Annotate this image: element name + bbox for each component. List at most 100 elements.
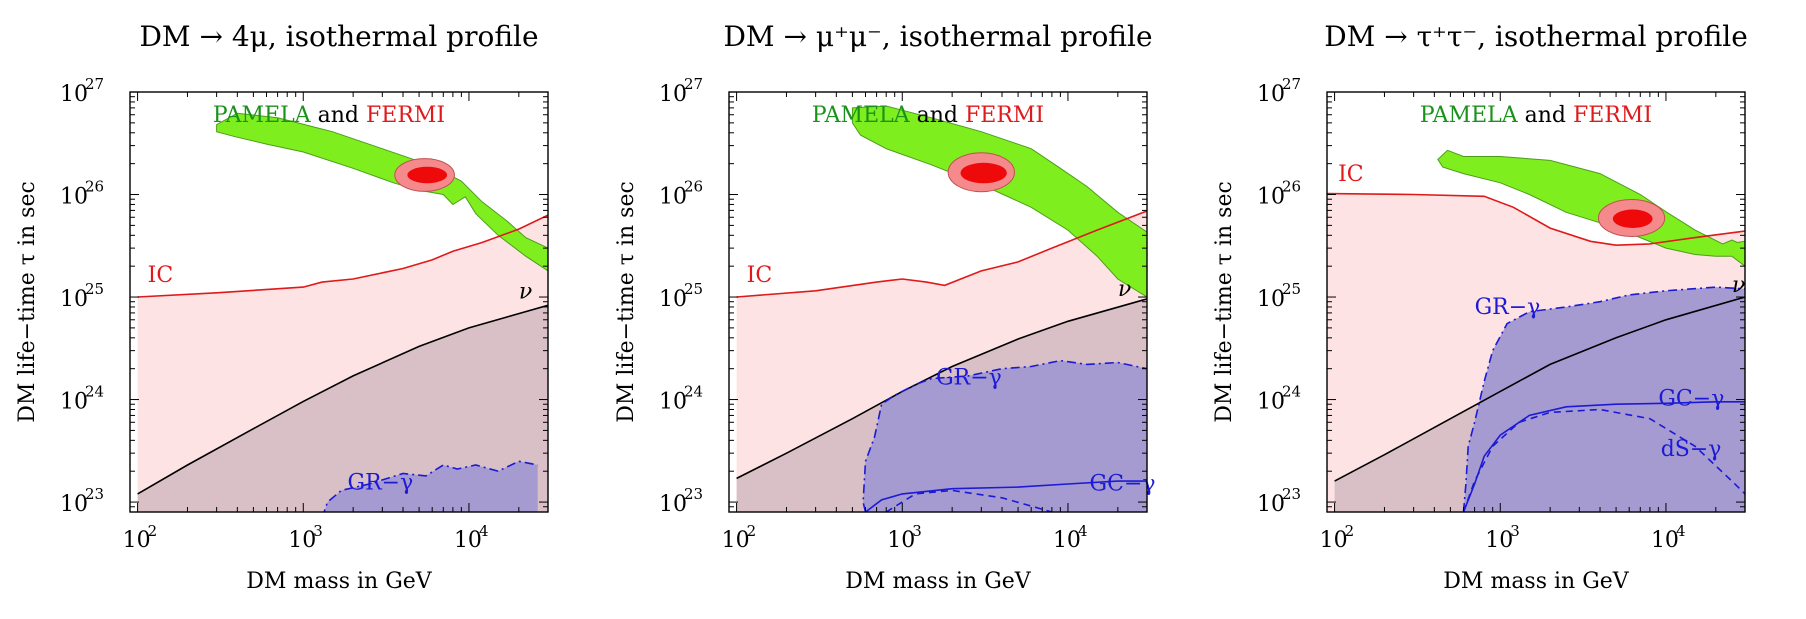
x-axis-label: DM mass in GeV [845, 569, 1032, 594]
x-tick-label: 10 [887, 528, 915, 553]
y-tick-label: 10 [1257, 287, 1285, 312]
nu-bound-line [736, 298, 1147, 480]
y-tick-exponent: 25 [684, 280, 703, 298]
y-tick-exponent: 25 [1282, 280, 1301, 298]
x-axis-label: DM mass in GeV [246, 569, 433, 594]
y-tick-exponent: 27 [85, 75, 104, 93]
ds-gamma-bound-line [1462, 408, 1745, 512]
plot-area [137, 112, 548, 512]
y-tick-exponent: 27 [684, 75, 703, 93]
legend-and: and [311, 103, 366, 128]
y-tick-exponent: 26 [684, 178, 703, 196]
gc-gamma-excluded-area [1463, 401, 1745, 512]
y-tick-exponent: 25 [85, 280, 104, 298]
ic-bound-line [1327, 192, 1745, 247]
chart-title: DM → 4μ, isothermal profile [139, 20, 538, 53]
ic-curve-label: IC [148, 263, 174, 288]
nu-curve-label: ν [1732, 273, 1745, 298]
legend: PAMELA and FERMI [1420, 103, 1652, 128]
gc-gamma-curve-label: GC−γ [1658, 387, 1724, 412]
gr-gamma-excluded-area [863, 360, 1147, 512]
y-axis-label: DM life−time τ in sec [1212, 181, 1237, 423]
pamela-region [1437, 149, 1745, 267]
y-tick-exponent: 23 [684, 485, 703, 503]
y-tick-label: 10 [659, 390, 687, 415]
x-tick-exponent: 4 [1676, 522, 1686, 540]
x-tick-label: 10 [123, 528, 151, 553]
nu-bound-line [1334, 296, 1745, 482]
nu-curve-label: ν [1118, 277, 1131, 302]
y-tick-exponent: 23 [85, 485, 104, 503]
y-tick-label: 10 [1257, 82, 1285, 107]
chart-title: DM → μ⁺μ⁻, isothermal profile [723, 20, 1152, 53]
plot-area [736, 105, 1147, 512]
legend-fermi: FERMI [1573, 103, 1652, 128]
gr-gamma-bound-line [1462, 286, 1745, 512]
y-tick-label: 10 [60, 185, 88, 210]
x-tick-label: 10 [454, 528, 482, 553]
x-tick-exponent: 2 [148, 522, 158, 540]
y-tick-label: 10 [60, 390, 88, 415]
x-tick-label: 10 [288, 528, 316, 553]
ds-gamma-curve-label: dS−γ [1661, 437, 1722, 462]
nu-curve-label: ν [519, 279, 532, 304]
gr-gamma-curve-label: GR−γ [348, 470, 414, 495]
legend-and: and [910, 103, 965, 128]
x-tick-exponent: 4 [1078, 522, 1088, 540]
ic-bound-line [137, 214, 548, 298]
legend-pamela: PAMELA [213, 103, 312, 128]
y-tick-label: 10 [60, 287, 88, 312]
legend-and: and [1518, 103, 1573, 128]
y-axis-label: DM life−time τ in sec [15, 181, 40, 423]
x-tick-label: 10 [1053, 528, 1081, 553]
ic-bound-line [736, 210, 1147, 298]
gr-gamma-bound-line [862, 359, 1147, 512]
ic-curve-label: IC [747, 263, 773, 288]
x-tick-exponent: 2 [1345, 522, 1355, 540]
fermi-region-inner [960, 162, 1007, 184]
x-tick-exponent: 4 [479, 522, 489, 540]
fermi-region-inner [407, 166, 448, 184]
legend: PAMELA and FERMI [213, 103, 445, 128]
legend-fermi: FERMI [366, 103, 445, 128]
y-axis-label: DM life−time τ in sec [614, 181, 639, 423]
y-tick-exponent: 26 [85, 178, 104, 196]
x-tick-exponent: 3 [313, 522, 323, 540]
pamela-region [851, 105, 1147, 298]
y-tick-exponent: 23 [1282, 485, 1301, 503]
gc-gamma-bound-line [865, 480, 1147, 512]
legend-pamela: PAMELA [812, 103, 911, 128]
gc-gamma-curve-label: GC−γ [1090, 471, 1156, 496]
x-tick-exponent: 3 [912, 522, 922, 540]
y-tick-label: 10 [1257, 492, 1285, 517]
gr-gamma-curve-label: GR−γ [1475, 295, 1541, 320]
legend-fermi: FERMI [965, 103, 1044, 128]
y-tick-exponent: 24 [85, 383, 104, 401]
x-axis-label: DM mass in GeV [1443, 569, 1630, 594]
x-tick-exponent: 2 [747, 522, 757, 540]
x-tick-label: 10 [1320, 528, 1348, 553]
nu-excluded-area [137, 305, 548, 512]
gr-gamma-curve-label: GR−γ [936, 366, 1002, 391]
plot-area [1327, 149, 1745, 512]
chart-title: DM → τ⁺τ⁻, isothermal profile [1324, 20, 1748, 53]
x-tick-label: 10 [722, 528, 750, 553]
x-tick-label: 10 [1485, 528, 1513, 553]
gr-gamma-excluded-area [324, 461, 538, 512]
y-tick-label: 10 [659, 287, 687, 312]
gc-gamma-excluded-area [865, 481, 1147, 512]
y-tick-label: 10 [60, 492, 88, 517]
y-tick-exponent: 24 [1282, 383, 1301, 401]
x-tick-exponent: 3 [1510, 522, 1520, 540]
legend-pamela: PAMELA [1420, 103, 1519, 128]
y-tick-label: 10 [1257, 390, 1285, 415]
ds-gamma-bound-line [885, 489, 1053, 512]
y-tick-label: 10 [659, 82, 687, 107]
fermi-region-inner [1612, 209, 1653, 228]
y-tick-label: 10 [659, 492, 687, 517]
y-tick-label: 10 [1257, 185, 1285, 210]
pamela-region [216, 112, 548, 272]
